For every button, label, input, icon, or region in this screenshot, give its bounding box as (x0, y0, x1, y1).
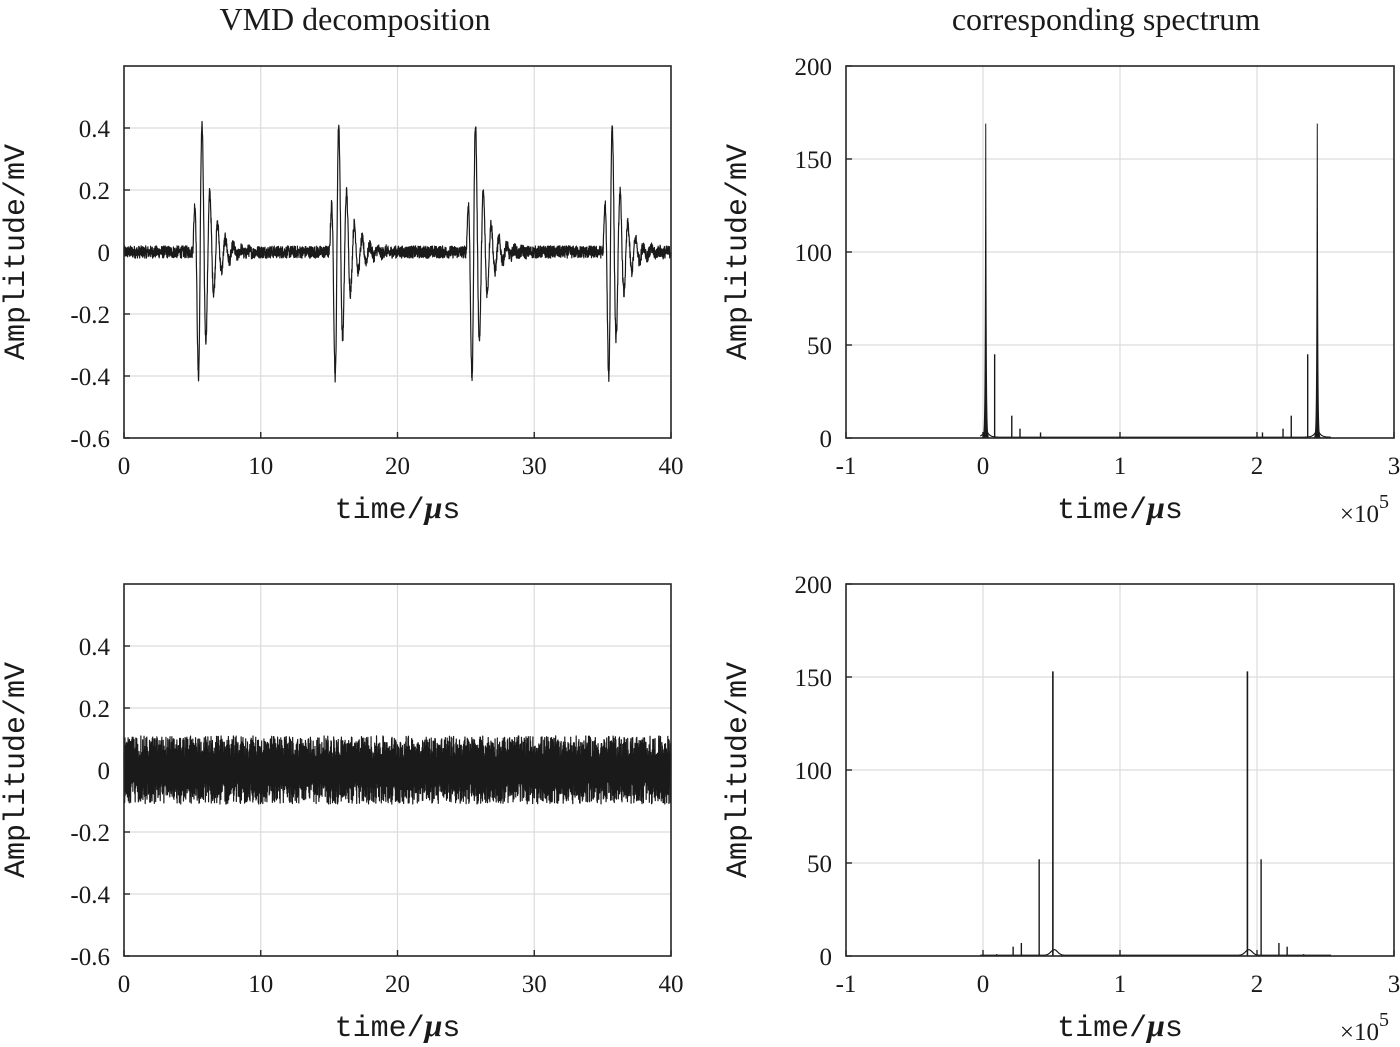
y-tick-label: 50 (807, 333, 832, 360)
y-tick-label: 100 (795, 758, 833, 785)
y-tick-label: -0.4 (70, 882, 110, 909)
y-axis-label: Amplitude/mV (722, 144, 756, 360)
x-tick-label: 3 (1388, 971, 1400, 998)
x-axis-multiplier: ×105 (1340, 1009, 1389, 1046)
y-tick-label: 0 (820, 426, 833, 453)
x-axis-label: time/μs (1057, 1007, 1183, 1046)
spectrum-peak (1313, 123, 1322, 439)
y-tick-label: 50 (807, 851, 832, 878)
axes-frame (845, 65, 1395, 439)
x-axis-multiplier: ×105 (1340, 491, 1389, 528)
x-tick-label: 0 (977, 971, 990, 998)
y-axis-label: Amplitude/mV (0, 662, 34, 878)
y-tick-label: 200 (795, 54, 833, 81)
x-tick-label: 0 (977, 453, 990, 480)
x-tick-label: 3 (1388, 453, 1400, 480)
y-tick-label: 100 (795, 240, 833, 267)
y-tick-label: -0.4 (70, 364, 110, 391)
x-tick-label: 30 (522, 453, 547, 480)
title-right: corresponding spectrum (952, 1, 1260, 37)
x-tick-label: 2 (1251, 453, 1264, 480)
y-tick-label: -0.6 (70, 944, 110, 971)
panel-spectrum-burst: -1 0 1 2 3050100150200time/μsAmplitude/mV×10… (722, 54, 1400, 528)
y-tick-label: 150 (795, 665, 833, 692)
x-tick-label: -1 (836, 453, 857, 480)
axes-frame (123, 583, 672, 957)
x-tick-label: 10 (248, 971, 273, 998)
panel-vmd-noise: 0 10 20 30 40 -0.6 -0.4 -0.2 0 0.2 0.4 time/μs Ampli… (0, 583, 684, 1046)
y-tick-label: -0.2 (70, 820, 110, 847)
x-tick-label: -1 (836, 971, 857, 998)
y-tick-label: 0.4 (79, 634, 111, 661)
x-axis-label: time/μs (1057, 489, 1183, 528)
y-tick-label: 150 (795, 147, 833, 174)
axes-frame (123, 65, 672, 439)
y-tick-label: 0.4 (79, 116, 111, 143)
y-axis-label: Amplitude/mV (722, 662, 756, 878)
x-tick-label: 2 (1251, 971, 1264, 998)
spectrum-baseline (979, 427, 1332, 438)
x-tick-label: 40 (659, 453, 684, 480)
x-tick-label: 20 (385, 971, 410, 998)
y-tick-label: 0.2 (79, 696, 110, 723)
y-tick-label: 0 (98, 758, 111, 785)
panel-vmd-burst: 0 10 20 30 40 -0.6 -0.4 -0.2 0 0.2 0.4 time/μs Ampli… (0, 65, 684, 528)
x-axis-label: time/μs (335, 1007, 461, 1046)
y-tick-label: 0 (820, 944, 833, 971)
y-tick-label: 200 (795, 572, 833, 599)
signal-trace (123, 735, 672, 805)
x-tick-label: 40 (659, 971, 684, 998)
panel-spectrum-noise: -1 0 1 2 3050100150200time/μsAmplitude/mV×10… (722, 572, 1400, 1046)
axes-frame (845, 583, 1395, 957)
y-axis-label: Amplitude/mV (0, 144, 34, 360)
x-tick-label: 1 (1114, 971, 1127, 998)
title-left: VMD decomposition (219, 1, 490, 37)
x-tick-label: 0 (118, 971, 131, 998)
x-tick-label: 20 (385, 453, 410, 480)
y-tick-label: 0 (98, 240, 111, 267)
y-tick-label: -0.6 (70, 426, 110, 453)
x-tick-label: 0 (118, 453, 131, 480)
x-axis-label: time/μs (335, 489, 461, 528)
x-tick-label: 1 (1114, 453, 1127, 480)
spectrum-peak (981, 123, 990, 439)
y-tick-label: 0.2 (79, 178, 110, 205)
signal-trace (123, 120, 672, 383)
x-tick-label: 10 (248, 453, 273, 480)
y-tick-label: -0.2 (70, 302, 110, 329)
x-tick-label: 30 (522, 971, 547, 998)
